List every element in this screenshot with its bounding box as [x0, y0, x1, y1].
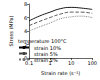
svg-text:4: 4: [24, 28, 27, 34]
svg-text:8: 8: [24, 1, 27, 7]
svg-text:strain 5%: strain 5%: [34, 50, 58, 57]
svg-text:6: 6: [24, 15, 27, 21]
svg-text:2: 2: [23, 41, 28, 48]
svg-text:0.1: 0.1: [25, 60, 33, 66]
svg-text:10: 10: [68, 60, 74, 66]
svg-text:strain 10%: strain 10%: [34, 44, 61, 51]
svg-text:temperature 100°C: temperature 100°C: [18, 37, 67, 44]
svg-text:strain 2%: strain 2%: [34, 57, 58, 63]
svg-text:100: 100: [87, 60, 97, 66]
svg-text:Strain rate (s⁻¹): Strain rate (s⁻¹): [41, 70, 80, 76]
svg-text:1: 1: [48, 59, 52, 66]
svg-text:Stress (MPa): Stress (MPa): [8, 15, 14, 46]
